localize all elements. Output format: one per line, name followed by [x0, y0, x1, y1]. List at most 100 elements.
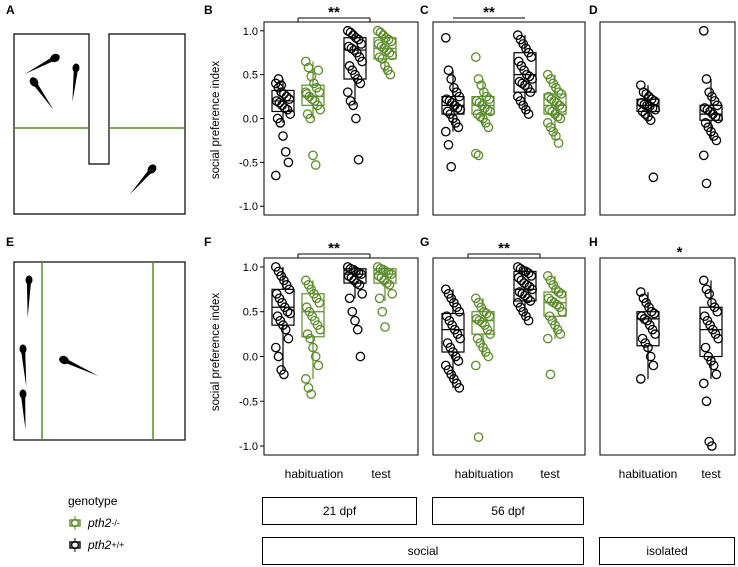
- data-point: [555, 329, 566, 339]
- y-tick-label: -0.5: [239, 396, 258, 408]
- data-point: [452, 103, 463, 113]
- data-point: [280, 324, 291, 335]
- larva-icon: [72, 63, 80, 102]
- legend-title: genotype: [68, 494, 118, 508]
- data-point: [523, 109, 534, 119]
- data-point: [648, 172, 659, 183]
- y-tick-label: 0.0: [243, 114, 258, 126]
- data-point: [284, 284, 295, 295]
- data-point: [279, 369, 289, 380]
- data-point: [705, 106, 715, 117]
- wildtype-box-symbol: [69, 538, 81, 552]
- panel-B: 1.0 0.5 0.0 -0.5 -1.0 **: [239, 4, 419, 216]
- data-point: [383, 34, 394, 45]
- arena-diagram-A: [13, 33, 186, 215]
- data-point: [377, 306, 388, 317]
- data-point: [704, 288, 715, 299]
- data-point: [650, 329, 661, 339]
- data-point: [482, 104, 493, 115]
- data-point: [443, 139, 454, 150]
- legend-sup-mutant: -/-: [111, 518, 120, 528]
- data-point: [356, 269, 367, 279]
- data-point: [447, 97, 457, 108]
- data-point: [283, 157, 294, 168]
- data-point: [300, 56, 311, 67]
- data-point: [453, 122, 464, 133]
- significance-stars: *: [677, 244, 683, 261]
- x-label-test: test: [701, 467, 721, 481]
- x-label-test: test: [371, 467, 391, 481]
- data-point: [454, 91, 465, 102]
- y-axis-label-bottom: social preference index: [210, 293, 222, 412]
- data-point: [303, 382, 314, 393]
- data-point: [279, 89, 289, 99]
- data-point: [284, 94, 295, 105]
- data-point: [551, 97, 562, 108]
- data-point: [474, 97, 485, 108]
- data-point: [522, 293, 533, 304]
- data-point: [647, 103, 658, 113]
- data-point: [275, 118, 286, 128]
- data-point: [349, 45, 359, 55]
- data-point: [273, 351, 284, 362]
- data-point: [484, 311, 495, 322]
- data-point: [355, 78, 366, 89]
- data-point: [314, 297, 325, 308]
- panel-letter-B: B: [204, 3, 213, 17]
- data-point: [354, 280, 365, 290]
- data-point: [698, 275, 709, 286]
- data-point: [305, 113, 316, 124]
- data-point: [454, 382, 465, 393]
- data-point: [712, 100, 723, 111]
- data-point: [345, 27, 356, 38]
- data-point: [386, 36, 397, 47]
- data-point: [527, 74, 538, 84]
- larva-icon: [24, 53, 60, 74]
- data-point: [352, 324, 363, 335]
- data-point: [386, 269, 397, 279]
- group-21dpf: 21 dpf: [262, 497, 417, 525]
- data-point: [637, 106, 648, 117]
- y-tick-label: 1.0: [243, 262, 258, 274]
- y-axis-label-top: social preference index: [210, 61, 222, 180]
- data-point: [640, 109, 651, 119]
- data-point: [526, 271, 537, 281]
- data-point: [274, 97, 285, 108]
- data-point: [455, 333, 466, 344]
- data-point: [635, 374, 646, 384]
- group-isolated: isolated: [599, 537, 735, 565]
- data-point: [483, 351, 494, 362]
- data-point: [446, 74, 457, 84]
- group-56dpf: 56 dpf: [432, 497, 584, 525]
- data-point: [473, 74, 484, 84]
- data-point: [700, 342, 711, 353]
- significance-stars: **: [483, 4, 495, 21]
- larva-icon: [19, 344, 27, 387]
- plot-frame: [263, 257, 419, 456]
- data-point: [384, 47, 395, 58]
- data-point: [440, 32, 451, 43]
- data-point: [552, 111, 563, 122]
- data-point: [698, 25, 709, 36]
- data-point: [542, 333, 553, 344]
- data-point: [381, 278, 392, 288]
- panel-letter-E: E: [6, 235, 14, 249]
- data-point: [454, 306, 465, 317]
- data-point: [713, 113, 724, 124]
- data-point: [278, 131, 288, 141]
- data-point: [650, 104, 661, 115]
- data-point: [270, 170, 281, 181]
- data-point: [310, 160, 321, 170]
- data-point: [545, 369, 556, 380]
- data-point: [342, 87, 353, 98]
- larva-icon: [59, 355, 99, 377]
- data-point: [523, 268, 534, 279]
- x-label-habituation: habituation: [619, 467, 678, 481]
- data-point: [645, 115, 656, 126]
- data-point: [547, 106, 558, 117]
- data-point: [307, 94, 317, 105]
- data-point: [282, 306, 293, 317]
- data-point: [305, 333, 316, 344]
- data-point: [308, 150, 318, 161]
- data-point: [381, 45, 392, 55]
